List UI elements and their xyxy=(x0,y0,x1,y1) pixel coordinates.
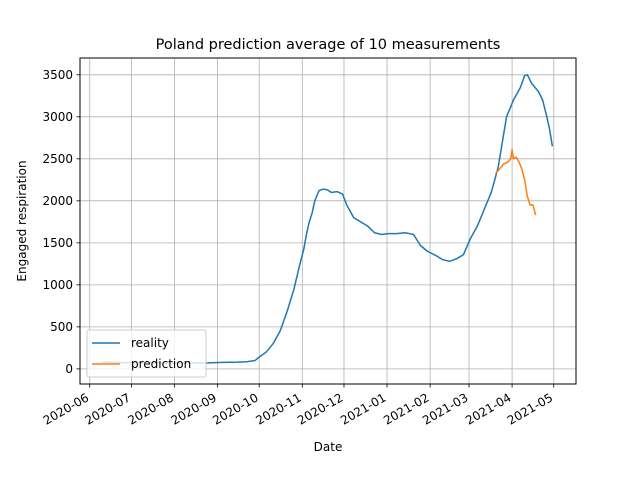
y-tick-label-3000: 3000 xyxy=(42,110,73,124)
legend-label-reality: reality xyxy=(131,336,169,350)
series-layer xyxy=(102,74,554,364)
series-line-reality xyxy=(102,74,554,364)
legend-label-prediction: prediction xyxy=(131,357,191,371)
grid xyxy=(80,58,576,384)
legend-box xyxy=(86,329,207,378)
y-tick-label-2500: 2500 xyxy=(42,152,73,166)
y-tick-label-3500: 3500 xyxy=(42,68,73,82)
x-axis-label: Date xyxy=(314,440,343,454)
y-tick-label-2000: 2000 xyxy=(42,194,73,208)
y-tick-label-1500: 1500 xyxy=(42,236,73,250)
legend: reality prediction xyxy=(86,329,207,378)
series-line-prediction xyxy=(494,148,537,216)
y-tick-label-500: 500 xyxy=(50,320,73,334)
y-axis-label: Engaged respiration xyxy=(15,160,29,281)
y-tick-label-0: 0 xyxy=(65,362,73,376)
y-tick-label-1000: 1000 xyxy=(42,278,73,292)
chart-title: Poland prediction average of 10 measurem… xyxy=(156,37,501,53)
plot-frame xyxy=(79,57,577,385)
